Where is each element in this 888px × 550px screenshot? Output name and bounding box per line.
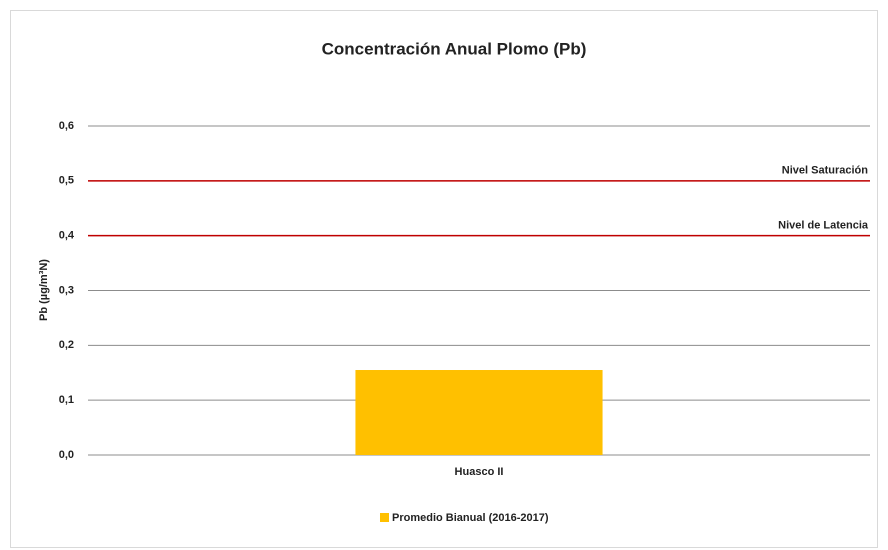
reference-label: Nivel de Latencia [778,220,869,232]
chart-title: Concentración Anual Plomo (Pb) [322,39,587,58]
y-tick-label: 0,4 [59,230,75,242]
y-tick-label: 0,3 [59,284,74,296]
legend-swatch [380,513,389,522]
reference-label: Nivel Saturación [782,165,868,177]
bar [355,370,603,455]
legend-label: Promedio Bianual (2016-2017) [392,512,549,524]
chart-frame [10,10,878,548]
y-tick-label: 0,0 [59,449,74,461]
x-tick-label: Huasco II [455,466,504,478]
y-tick-label: 0,5 [59,175,74,187]
y-tick-label: 0,1 [59,394,74,406]
y-tick-label: 0,6 [59,120,74,132]
y-tick-label: 0,2 [59,339,74,351]
y-axis-label: Pb (µg/m³N) [38,259,50,321]
